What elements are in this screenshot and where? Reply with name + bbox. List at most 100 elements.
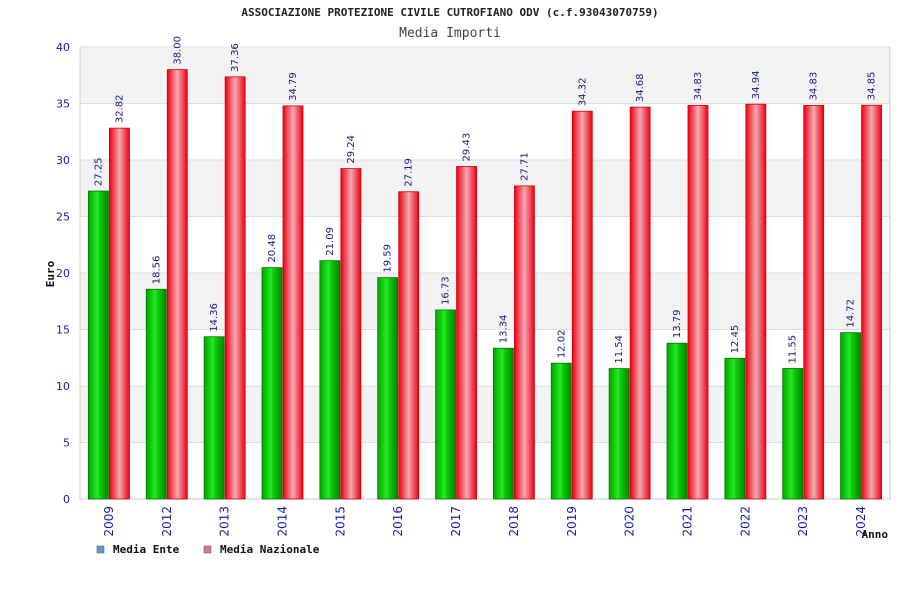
x-tick-label: 2014 — [276, 506, 290, 537]
bar-media-nazionale — [571, 110, 593, 500]
value-label-media-nazionale: 34.85 — [867, 72, 878, 101]
plot-band — [80, 103, 890, 160]
bar-media-nazionale — [456, 166, 477, 500]
bar-media-nazionale — [166, 69, 188, 500]
x-tick-label: 2023 — [796, 506, 810, 537]
value-label-media-nazionale: 34.83 — [809, 72, 820, 101]
plot-band — [80, 160, 890, 217]
plot-band — [80, 329, 890, 386]
bar-media-ente — [666, 342, 688, 500]
bar-media-nazionale — [687, 105, 709, 500]
x-tick-label: 2015 — [333, 506, 347, 537]
y-tick-label: 15 — [56, 324, 70, 337]
plot-band — [80, 386, 890, 443]
bar-media-ente — [724, 357, 746, 500]
chart-subtitle: Media Importi — [399, 26, 501, 41]
y-tick-label: 35 — [56, 98, 70, 111]
value-label-media-ente: 12.02 — [556, 330, 567, 359]
bar-media-nazionale — [745, 103, 767, 500]
y-axis-ticks: 0 5 10 15 20 25 30 35 40 — [56, 41, 70, 506]
legend-label-media-ente: Media Ente — [113, 543, 180, 556]
y-tick-label: 40 — [56, 41, 70, 54]
bar-media-ente — [550, 362, 572, 500]
value-label-media-ente: 12.45 — [730, 325, 741, 354]
value-label-media-nazionale: 34.68 — [635, 73, 646, 102]
value-label-media-ente: 11.54 — [614, 335, 625, 364]
bar-media-ente — [203, 336, 225, 500]
plot-band — [80, 216, 890, 273]
x-tick-label: 2021 — [681, 506, 695, 537]
value-label-media-nazionale: 29.43 — [462, 133, 473, 162]
legend: Media Ente Media Nazionale — [96, 543, 320, 556]
x-tick-label: 2020 — [623, 506, 637, 537]
value-label-media-nazionale: 38.00 — [172, 36, 183, 65]
bar-media-ente — [493, 347, 514, 500]
bar-media-nazionale — [803, 105, 825, 500]
bar-media-nazionale — [340, 168, 362, 500]
bar-media-nazionale — [398, 191, 420, 500]
x-tick-label: 2009 — [102, 506, 116, 537]
plot-band — [80, 442, 890, 499]
bar-media-nazionale — [282, 105, 304, 500]
value-label-media-nazionale: 37.36 — [230, 43, 241, 72]
value-label-media-nazionale: 27.19 — [404, 158, 415, 187]
bar-media-nazionale — [514, 185, 535, 500]
value-label-media-nazionale: 32.82 — [114, 94, 125, 123]
value-label-media-ente: 27.25 — [93, 157, 104, 186]
bar-media-ente — [608, 368, 630, 500]
value-label-media-nazionale: 34.83 — [693, 72, 704, 101]
value-label-media-ente: 18.56 — [151, 256, 162, 285]
bar-media-nazionale — [629, 106, 651, 500]
value-label-media-nazionale: 27.71 — [519, 152, 530, 181]
value-label-media-ente: 14.36 — [209, 303, 220, 332]
value-label-media-ente: 21.09 — [325, 227, 336, 256]
bar-media-nazionale — [109, 127, 130, 500]
x-axis-label: Anno — [862, 528, 889, 541]
legend-swatch-media-nazionale — [203, 545, 212, 554]
chart-title: ASSOCIAZIONE PROTEZIONE CIVILE CUTROFIAN… — [241, 6, 658, 19]
y-tick-label: 20 — [56, 267, 70, 280]
x-tick-label: 2019 — [565, 506, 579, 537]
y-tick-label: 25 — [56, 211, 70, 224]
legend-swatch-media-ente — [96, 545, 105, 554]
bar-media-ente — [88, 190, 109, 500]
value-label-media-ente: 16.73 — [441, 276, 452, 305]
value-label-media-ente: 11.55 — [788, 335, 799, 364]
value-label-media-ente: 13.34 — [498, 315, 509, 344]
x-tick-label: 2012 — [160, 506, 174, 537]
y-tick-label: 0 — [63, 493, 70, 506]
x-axis-ticks: 2009 2012 2013 2014 2015 2016 2017 2018 2019 2020… — [102, 506, 868, 537]
bar-media-nazionale — [861, 104, 882, 500]
x-tick-label: 2013 — [218, 506, 232, 537]
bar-media-nazionale — [224, 76, 246, 500]
value-label-media-nazionale: 34.94 — [751, 71, 762, 100]
plot-band — [80, 47, 890, 104]
y-tick-label: 10 — [56, 380, 70, 393]
value-label-media-nazionale: 34.79 — [288, 72, 299, 101]
x-tick-label: 2018 — [507, 506, 521, 537]
legend-label-media-nazionale: Media Nazionale — [220, 543, 320, 556]
x-tick-label: 2022 — [738, 506, 752, 537]
value-label-media-ente: 13.79 — [672, 310, 683, 339]
bar-media-ente — [261, 267, 283, 500]
x-tick-label: 2017 — [449, 506, 463, 537]
x-tick-label: 2024 — [854, 506, 868, 537]
y-tick-label: 30 — [56, 154, 70, 167]
x-tick-label: 2016 — [391, 506, 405, 537]
y-tick-label: 5 — [63, 437, 70, 450]
bars — [88, 69, 882, 500]
y-axis-label: Euro — [44, 260, 57, 287]
bar-media-ente — [319, 260, 341, 500]
value-label-media-nazionale: 29.24 — [346, 135, 357, 164]
plot-band — [80, 273, 890, 330]
value-label-media-nazionale: 34.32 — [577, 78, 588, 107]
value-label-media-ente: 14.72 — [846, 299, 857, 328]
value-labels: 27.25 32.82 18.56 38.00 14.36 37.36 20.48 34.79… — [93, 36, 877, 364]
value-label-media-ente: 19.59 — [383, 244, 394, 273]
bar-media-ente — [377, 277, 399, 500]
bar-media-ente — [145, 288, 167, 500]
bar-media-ente — [782, 368, 804, 500]
value-label-media-ente: 20.48 — [267, 234, 278, 263]
bar-media-ente — [435, 309, 456, 500]
